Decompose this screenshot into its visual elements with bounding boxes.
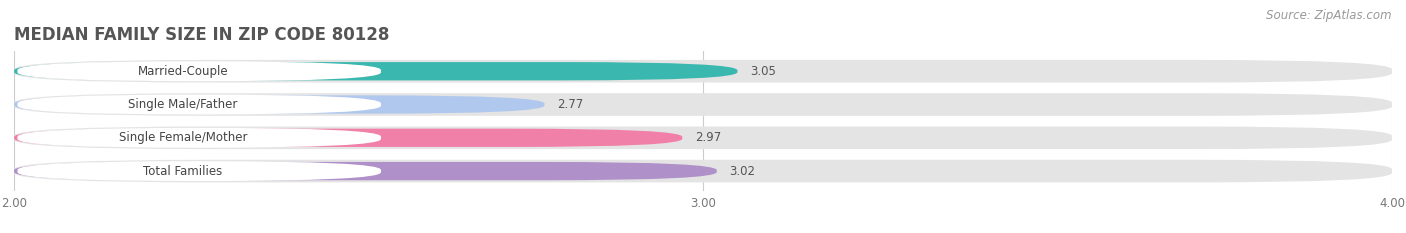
- Text: Single Male/Father: Single Male/Father: [128, 98, 238, 111]
- Text: Married-Couple: Married-Couple: [138, 65, 228, 78]
- FancyBboxPatch shape: [14, 62, 737, 80]
- FancyBboxPatch shape: [14, 129, 682, 147]
- FancyBboxPatch shape: [14, 160, 1392, 182]
- FancyBboxPatch shape: [17, 161, 381, 181]
- Text: 2.77: 2.77: [557, 98, 583, 111]
- FancyBboxPatch shape: [17, 61, 381, 81]
- FancyBboxPatch shape: [14, 127, 1392, 149]
- Text: Total Families: Total Families: [143, 164, 222, 178]
- Text: 3.02: 3.02: [730, 164, 755, 178]
- Text: 3.05: 3.05: [749, 65, 776, 78]
- Text: Source: ZipAtlas.com: Source: ZipAtlas.com: [1267, 9, 1392, 22]
- FancyBboxPatch shape: [14, 162, 717, 180]
- FancyBboxPatch shape: [14, 93, 1392, 116]
- Text: 2.97: 2.97: [695, 131, 721, 144]
- FancyBboxPatch shape: [14, 95, 544, 114]
- FancyBboxPatch shape: [14, 60, 1392, 82]
- Text: MEDIAN FAMILY SIZE IN ZIP CODE 80128: MEDIAN FAMILY SIZE IN ZIP CODE 80128: [14, 26, 389, 44]
- FancyBboxPatch shape: [17, 128, 381, 148]
- FancyBboxPatch shape: [17, 95, 381, 114]
- Text: Single Female/Mother: Single Female/Mother: [118, 131, 247, 144]
